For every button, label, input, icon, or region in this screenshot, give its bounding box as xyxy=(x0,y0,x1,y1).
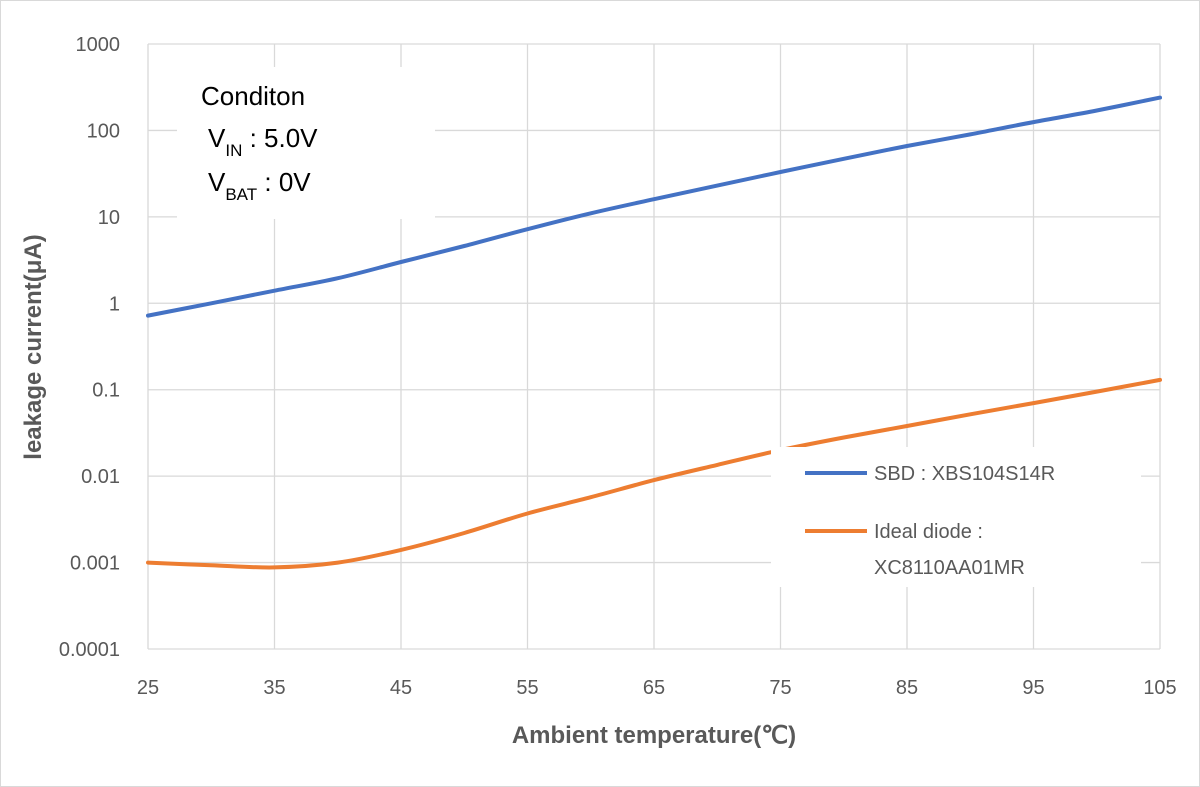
condition-vbat: VBAT : 0V xyxy=(208,167,311,204)
legend-label-ideal-diode-line1: Ideal diode : xyxy=(874,521,983,543)
y-tick-label: 100 xyxy=(87,120,120,142)
condition-title: Conditon xyxy=(201,81,305,111)
condition-vin: VIN : 5.0V xyxy=(208,123,318,160)
x-axis-title: Ambient temperature(℃) xyxy=(512,722,796,749)
y-tick-label: 0.0001 xyxy=(59,639,120,661)
x-tick-label: 65 xyxy=(643,677,665,699)
series-line-ideal-diode xyxy=(146,377,1162,570)
legend-label-sbd: SBD : XBS104S14R xyxy=(874,463,1055,485)
condition-annotation: Conditon VIN : 5.0V VBAT : 0V xyxy=(177,67,435,219)
x-tick-label: 75 xyxy=(769,677,791,699)
condition-box xyxy=(177,67,435,219)
x-tick-label: 95 xyxy=(1022,677,1044,699)
legend: SBD : XBS104S14R Ideal diode : XC8110AA0… xyxy=(771,447,1141,587)
x-tick-label: 55 xyxy=(516,677,538,699)
legend-label-ideal-diode-line2: XC8110AA01MR xyxy=(874,557,1025,579)
y-axis-title: leakage current(μA) xyxy=(20,234,47,459)
x-tick-label: 85 xyxy=(896,677,918,699)
y-tick-label: 1000 xyxy=(76,34,121,56)
x-tick-label: 45 xyxy=(390,677,412,699)
x-tick-label: 105 xyxy=(1143,677,1176,699)
x-tick-label: 25 xyxy=(137,677,159,699)
tick-labels: 25 35 45 55 65 75 85 95 105 1000 100 10 1 0.1 0.01 0.00… xyxy=(59,34,1177,699)
y-tick-label: 1 xyxy=(109,293,120,315)
y-tick-label: 0.001 xyxy=(70,553,120,575)
x-tick-label: 35 xyxy=(263,677,285,699)
series-line-sbd xyxy=(146,95,1162,318)
y-tick-label: 10 xyxy=(98,207,120,229)
y-tick-label: 0.1 xyxy=(92,380,120,402)
y-tick-label: 0.01 xyxy=(81,466,120,488)
series-layer xyxy=(146,95,1162,570)
legend-box xyxy=(771,447,1141,587)
